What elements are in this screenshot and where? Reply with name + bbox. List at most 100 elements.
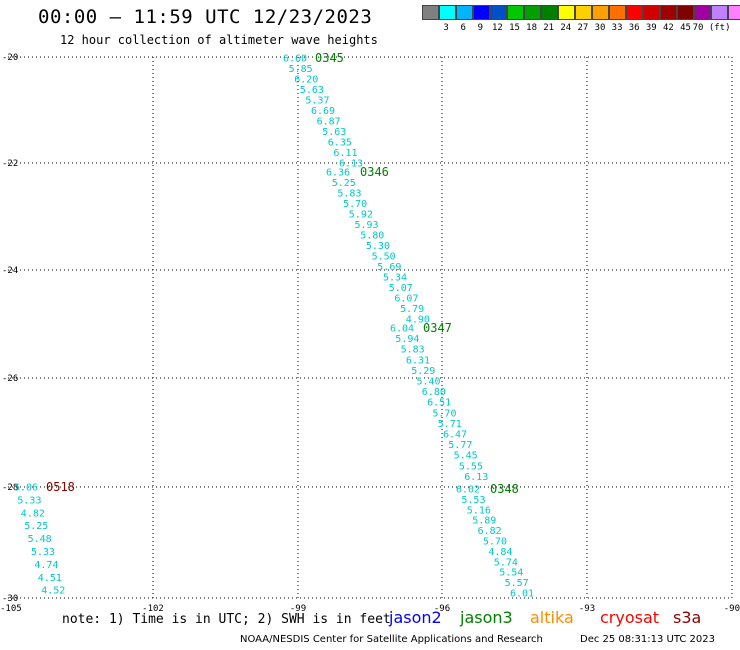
wave-height-value: 6.13 (339, 159, 363, 170)
wave-height-value: 5.79 (400, 304, 424, 315)
wave-height-value: 5.55 (459, 461, 483, 472)
legend-swatch (677, 5, 694, 20)
wave-height-value: 5.63 (322, 127, 346, 138)
wave-height-value: 4.84 (488, 547, 512, 558)
legend-swatch (456, 5, 473, 20)
wave-height-value: 4.90 (406, 315, 430, 326)
wave-height-value: 6.36 (326, 168, 350, 179)
legend-swatch (728, 5, 740, 20)
satellite-altika-label: altika (530, 608, 574, 627)
wave-height-value: 6.07 (394, 294, 418, 305)
legend-swatch (609, 5, 626, 20)
wave-height-value: 5.83 (401, 345, 425, 356)
wave-height-value: 5.54 (499, 568, 523, 579)
wave-height-value: 5.25 (332, 178, 356, 189)
wave-height-value: 5.48 (28, 534, 52, 545)
wave-height-value: 5.77 (448, 440, 472, 451)
wave-height-value: 4.82 (21, 508, 45, 519)
x-tick-label: -105 (0, 604, 22, 614)
legend-label: 30 (594, 23, 606, 33)
legend-label: 15 (509, 23, 520, 33)
legend-swatch (694, 5, 711, 20)
wave-height-value: 6.82 (478, 526, 502, 537)
pass-time-label: 0347 (423, 321, 452, 335)
y-tick-label: -22 (2, 159, 18, 169)
pass-time-label: 0348 (490, 482, 519, 496)
wave-height-value: 5.94 (395, 334, 419, 345)
legend-swatch (558, 5, 575, 20)
legend-label: 33 (611, 23, 623, 33)
wave-height-value: 6.60 (283, 54, 307, 65)
y-tick-label: -28 (2, 483, 18, 493)
satellite-jason2-label: jason2 (389, 608, 442, 627)
legend-label: 9 (477, 23, 483, 33)
x-tick-label: -93 (579, 604, 595, 614)
pass-time-label: 0346 (360, 165, 389, 179)
y-tick-label: -20 (2, 53, 18, 63)
legend-swatch (643, 5, 660, 20)
wave-height-value: 6.51 (427, 398, 451, 409)
wave-height-value: 5.53 (461, 495, 485, 506)
legend-label: 39 (645, 23, 657, 33)
wave-height-value: 5.06 (14, 483, 38, 494)
wave-height-value: 5.34 (383, 273, 407, 284)
wave-height-value: 5.30 (366, 241, 390, 252)
legend-swatch (422, 5, 439, 20)
y-tick-label: -30 (2, 594, 18, 604)
wave-height-value: 4.74 (34, 560, 58, 571)
legend-label: 6 (460, 23, 466, 33)
legend-swatch (473, 5, 490, 20)
footer-note: note: 1) Time is in UTC; 2) SWH is in fe… (62, 612, 391, 627)
wave-height-value: 5.33 (31, 547, 55, 558)
wave-height-value: 6.01 (510, 589, 534, 600)
legend-swatch (575, 5, 592, 20)
legend-label: 12 (491, 23, 503, 33)
legend-swatch (439, 5, 456, 20)
wave-height-value: 5.70 (432, 408, 456, 419)
wave-height-value: 6.13 (464, 472, 488, 483)
legend-label: 42 (662, 23, 674, 33)
wave-height-value: 5.71 (438, 419, 462, 430)
legend-swatch (711, 5, 728, 20)
legend-label: 21 (543, 23, 555, 33)
x-tick-label: -102 (142, 604, 164, 614)
wave-height-value: 5.25 (24, 521, 48, 532)
wave-height-value: 5.85 (289, 64, 313, 75)
wave-height-value: 5.50 (372, 252, 396, 263)
legend-swatch (490, 5, 507, 20)
generated-timestamp: Dec 25 08:31:13 UTC 2023 (580, 634, 715, 645)
wave-height-value: 5.92 (349, 210, 373, 221)
legend-swatch (541, 5, 558, 20)
legend-swatch (660, 5, 677, 20)
satellite-cryosat-label: cryosat (600, 608, 660, 627)
wave-height-value: 6.20 (294, 75, 318, 86)
wave-height-value: 5.57 (505, 578, 529, 589)
wave-height-value: 6.02 (456, 485, 480, 496)
legend-label: 36 (628, 23, 640, 33)
wave-height-value: 6.35 (328, 138, 352, 149)
wave-height-value: 5.07 (389, 283, 413, 294)
x-tick-label: -90 (724, 604, 740, 614)
wave-height-value: 6.80 (422, 387, 446, 398)
wave-height-value: 5.83 (337, 189, 361, 200)
wave-height-value: 5.33 (17, 495, 41, 506)
wave-height-value: 5.40 (417, 377, 441, 388)
wave-height-value: 4.51 (38, 573, 62, 584)
wave-height-value: 5.74 (494, 557, 518, 568)
x-tick-label: -96 (434, 604, 450, 614)
wave-height-value: 6.04 (390, 324, 414, 335)
wave-height-value: 6.11 (333, 148, 357, 159)
satellite-jason3-label: jason3 (460, 608, 513, 627)
chart-subtitle: 12 hour collection of altimeter wave hei… (60, 33, 378, 47)
pass-time-label: 0345 (315, 51, 344, 65)
wave-height-value: 5.70 (483, 537, 507, 548)
legend-swatch (524, 5, 541, 20)
legend-label: 70 (ft) (692, 23, 731, 33)
x-tick-label: -99 (290, 604, 306, 614)
wave-height-value: 4.52 (41, 586, 65, 597)
satellite-s3a-label: s3a (673, 608, 702, 627)
wave-height-value: 5.63 (300, 85, 324, 96)
wave-height-value: 5.37 (305, 96, 329, 107)
wave-height-value: 6.87 (317, 117, 341, 128)
